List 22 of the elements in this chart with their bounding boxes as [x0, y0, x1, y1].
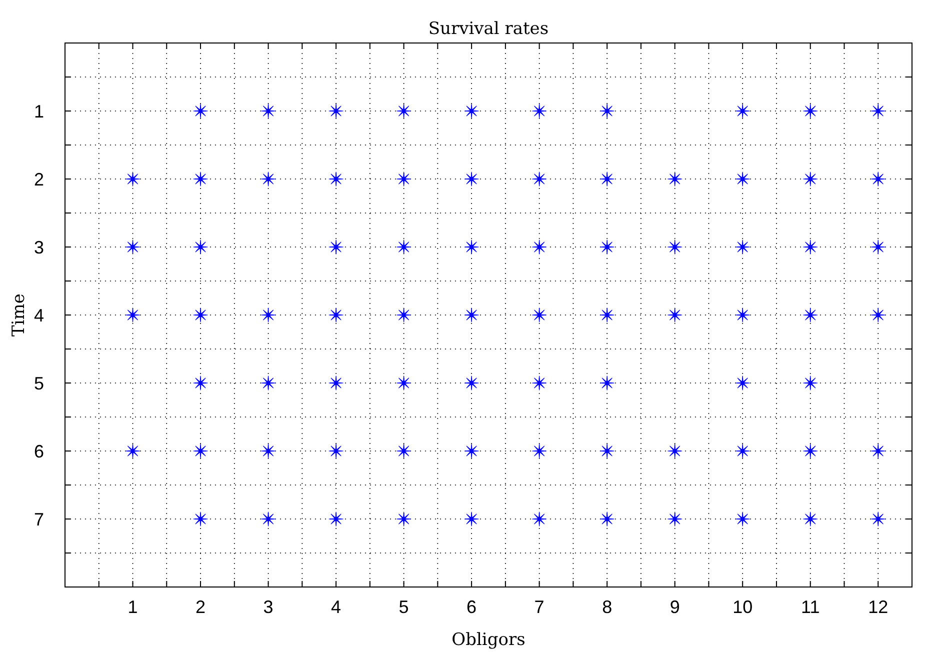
x-tick-label: 2 — [196, 597, 206, 617]
x-tick-label: 10 — [732, 597, 753, 617]
x-tick-label: 12 — [868, 597, 888, 617]
x-tick-label: 3 — [263, 597, 274, 617]
y-tick-label: 4 — [34, 305, 44, 326]
x-tick-label: 11 — [801, 597, 820, 617]
x-tick-label: 6 — [466, 597, 477, 617]
y-axis-title: Time — [9, 294, 29, 336]
y-tick-label: 6 — [34, 441, 44, 462]
y-tick-label: 2 — [34, 169, 44, 190]
x-tick-label: 7 — [534, 597, 544, 617]
x-axis-title: Obligors — [452, 630, 526, 650]
x-tick-label: 4 — [331, 597, 342, 617]
y-tick-label: 3 — [34, 237, 44, 258]
x-tick-label: 9 — [670, 597, 680, 617]
x-tick-label: 1 — [128, 597, 138, 617]
chart-title: Survival rates — [428, 19, 549, 39]
y-tick-label: 5 — [34, 373, 44, 394]
x-tick-label: 8 — [602, 597, 612, 617]
y-tick-label: 7 — [34, 509, 44, 530]
y-tick-label: 1 — [34, 101, 44, 122]
x-tick-label: 5 — [398, 597, 409, 617]
